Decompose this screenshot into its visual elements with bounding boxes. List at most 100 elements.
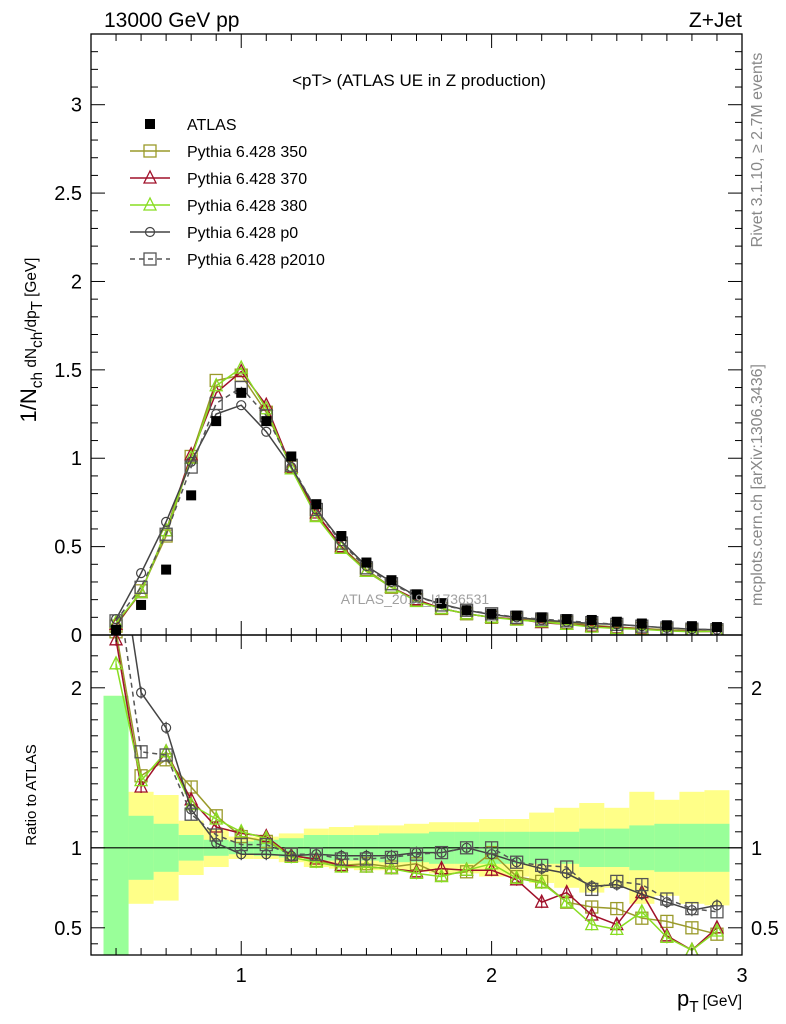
x-tick-label: 2 <box>486 965 497 987</box>
ratio-series-line <box>115 663 718 952</box>
main-series-marker <box>284 460 299 475</box>
chart-title: <pT> (ATLAS UE in Z production) <box>292 71 546 90</box>
main-series-marker <box>236 400 247 411</box>
atlas-data-point <box>586 614 597 625</box>
ratio-series-marker <box>409 847 424 861</box>
atlas-data-point <box>636 618 647 629</box>
main-series-marker <box>259 400 274 415</box>
ratio-series-marker <box>685 901 699 916</box>
ratio-series-marker <box>610 901 624 916</box>
ratio-series-marker <box>559 893 574 908</box>
legend: ATLAS Pythia 6.428 350 Pythia 6.428 370 Pyt… <box>130 117 325 269</box>
ratio-series-marker <box>334 858 349 873</box>
ratio-y-tick-label: 2 <box>71 678 82 700</box>
main-series-marker <box>261 426 272 437</box>
ratio-series-marker <box>108 635 124 646</box>
main-series-marker <box>161 516 172 527</box>
ratio-series-marker <box>209 810 224 825</box>
atlas-data-point <box>436 598 447 609</box>
ratio-series-marker <box>284 848 299 864</box>
ratio-series-marker <box>234 837 248 852</box>
legend-entry: Pythia 6.428 p2010 <box>187 252 325 269</box>
legend-entry: ATLAS <box>187 117 237 134</box>
ratio-series-group <box>108 635 725 955</box>
header-left: 13000 GeV pp <box>104 9 239 32</box>
ratio-series-marker <box>459 841 474 855</box>
main-y-tick-label: 2.5 <box>54 183 82 205</box>
watermark-label: ATLAS_2019_I1736531 <box>341 591 490 607</box>
main-series-marker <box>334 539 349 555</box>
ratio-series-marker <box>108 655 124 670</box>
ratio-series-marker <box>309 853 324 868</box>
ratio-series-marker <box>685 941 699 955</box>
main-panel: 0 0.5 1 1.5 2 2.5 3 <box>54 33 743 647</box>
ratio-series-marker <box>135 687 147 698</box>
ratio-series-line <box>115 639 718 952</box>
main-y-tick-label: 0 <box>71 625 82 647</box>
atlas-data-point <box>536 612 547 623</box>
legend-entry: Pythia 6.428 p0 <box>187 225 298 242</box>
main-series-marker <box>134 580 148 594</box>
ratio-series-marker <box>161 722 172 733</box>
legend-entry: Pythia 6.428 370 <box>187 171 307 188</box>
ratio-series-marker <box>259 837 273 852</box>
ratio-y-tick-label-right: 1 <box>751 838 762 860</box>
ratio-series-marker <box>635 877 649 892</box>
ratio-series-marker <box>634 903 649 918</box>
ratio-series-marker <box>134 772 149 787</box>
atlas-data-point <box>261 416 272 427</box>
ratio-series-marker <box>535 858 549 873</box>
legend-marker <box>142 196 158 211</box>
ratio-series-marker <box>560 860 574 874</box>
ratio-series-marker <box>609 920 624 936</box>
main-series-marker <box>159 527 173 541</box>
ratio-series-marker <box>284 847 298 861</box>
atlas-data-point <box>511 610 522 621</box>
ratio-series-marker <box>534 893 549 908</box>
ratio-series-marker <box>234 823 249 838</box>
atlas-data-point <box>561 614 572 625</box>
ratio-series-marker <box>584 916 599 931</box>
main-series-marker <box>459 603 474 617</box>
x-tick-label: 3 <box>736 965 747 987</box>
ratio-series-marker <box>610 874 624 889</box>
ratio-series-marker <box>184 807 198 821</box>
legend-marker <box>143 144 157 158</box>
main-y-tick-label: 2 <box>71 271 82 293</box>
main-series-marker <box>209 396 223 411</box>
atlas-data-point <box>286 451 297 462</box>
side-label-mcplots: mcplots.cern.ch [arXiv:1306.3436] <box>749 364 766 606</box>
ratio-series-marker <box>359 852 374 866</box>
atlas-data-point <box>361 557 372 568</box>
atlas-data-point <box>211 416 222 427</box>
atlas-data-point <box>336 531 347 542</box>
ratio-series-marker <box>685 921 699 935</box>
atlas-data-point <box>186 490 197 501</box>
ratio-series-marker <box>534 874 549 889</box>
ratio-series-marker <box>459 861 474 876</box>
ratio-series-marker <box>710 905 724 919</box>
main-series-marker <box>384 578 399 593</box>
main-series-marker <box>484 607 499 621</box>
legend-marker <box>145 119 155 129</box>
legend-marker <box>144 226 156 238</box>
main-y-tick-label: 0.5 <box>54 537 82 559</box>
ratio-series-marker <box>359 858 374 873</box>
ratio-series-marker <box>409 864 424 880</box>
legend-marker <box>142 169 158 184</box>
ratio-stat-band <box>103 695 129 955</box>
side-label-rivet: Rivet 3.1.10, ≥ 2.7M events <box>749 53 766 248</box>
header-right: Z+Jet <box>689 9 742 32</box>
main-series-group <box>108 359 724 635</box>
ratio-series-marker <box>309 847 323 861</box>
ratio-y-axis-label: Ratio to ATLAS <box>23 744 40 845</box>
ratio-series-marker <box>334 852 349 866</box>
ratio-series-marker <box>484 855 499 870</box>
x-axis-label: pT [GeV] <box>677 986 742 1016</box>
legend-entry: Pythia 6.428 350 <box>187 144 307 161</box>
atlas-data-point <box>611 616 622 627</box>
main-series-marker <box>184 460 198 474</box>
main-y-tick-label: 1.5 <box>54 360 82 382</box>
atlas-data-point <box>411 589 422 600</box>
